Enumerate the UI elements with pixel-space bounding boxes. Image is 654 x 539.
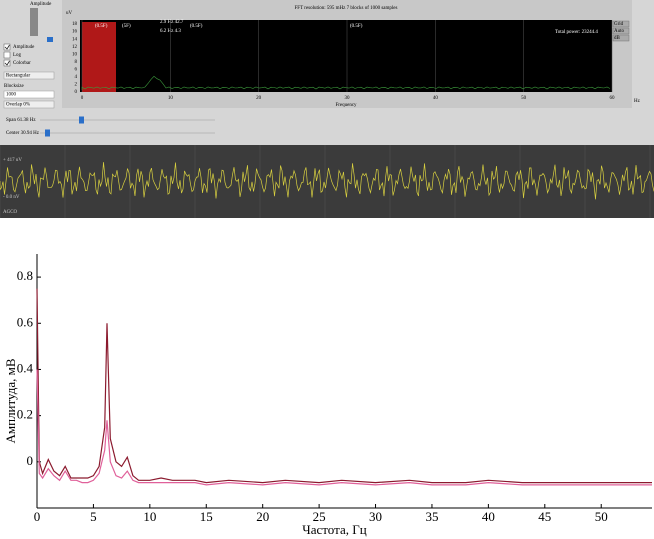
checkbox[interactable] <box>3 43 11 51</box>
x-tick-label: 20 <box>256 509 269 524</box>
eeg-channel: AGCO <box>3 210 18 215</box>
x-tick-label: 45 <box>538 509 551 524</box>
spectrum-x-tick: 40 <box>433 96 439 101</box>
spectrum-trace <box>81 75 611 90</box>
eeg-top-label: + 417 uV <box>3 158 22 163</box>
spectrum-button-label: Auto <box>614 29 625 34</box>
spectrum-x-tick: 30 <box>345 96 351 101</box>
checkbox[interactable] <box>3 51 11 59</box>
x-tick-label: 35 <box>425 509 438 524</box>
spectrum-unit: uV <box>66 11 73 16</box>
eeg-bottom-label: - 0.0 nV <box>3 195 20 200</box>
window-label: Rectangular <box>6 74 30 79</box>
spectrum-button[interactable] <box>612 20 630 28</box>
spectrum-x-unit: Hz <box>634 99 641 104</box>
slider-handle[interactable] <box>79 116 84 124</box>
ui: Amplitude Rectangular Blocksize 1000 Ove… <box>0 0 654 218</box>
spectrum-x-tick: 10 <box>168 96 174 101</box>
spectrum-marker: (0.5F) <box>190 24 203 29</box>
highlight-band <box>82 22 116 92</box>
y-tick-label: 0 <box>27 453 34 468</box>
blocksize-label: Blocksize <box>4 84 24 89</box>
spectrum-y-tick: 0 <box>75 90 78 95</box>
total-power: Total power: 23244.4 <box>555 30 598 35</box>
peak-label: 2.9 Hz 42.7 <box>160 20 184 25</box>
spectrum-button[interactable] <box>612 34 630 42</box>
spectrum-button[interactable] <box>612 27 630 35</box>
spectrum-y-tick: 14 <box>72 37 78 42</box>
blocksize-value: 1000 <box>6 93 17 98</box>
overlap-label: Overlap 0% <box>6 103 30 108</box>
slider-label: Center 30.94 Hz <box>6 131 40 136</box>
spectrum-header: FFT resolution: 595 mHz 7 blocks of 1000… <box>295 6 398 11</box>
spectrum-marker: (0.5F) <box>350 24 363 29</box>
checkbox-label: Amplitude <box>13 45 35 50</box>
x-tick-label: 15 <box>200 509 213 524</box>
spectrum-y-tick: 4 <box>75 75 78 80</box>
checkbox[interactable] <box>3 59 11 67</box>
spectrum-y-tick: 6 <box>75 67 78 72</box>
peak-label: 6.2 Hz 4.3 <box>160 29 181 34</box>
series-line <box>36 288 652 484</box>
x-tick-label: 30 <box>369 509 382 524</box>
spectrum-x-tick: 50 <box>521 96 527 101</box>
spectrum-x-tick: 20 <box>256 96 262 101</box>
spectrum-button-label: dB <box>614 36 621 41</box>
eeg-trace <box>0 162 654 200</box>
overlap-select[interactable] <box>3 100 55 109</box>
x-axis-label: Частота, Гц <box>302 522 366 537</box>
slider-handle[interactable] <box>45 129 50 137</box>
x-tick-label: 50 <box>595 509 608 524</box>
amplitude-slider-track <box>30 8 38 36</box>
spectrum-plot <box>80 20 612 92</box>
spectrum-y-tick: 10 <box>72 52 78 57</box>
x-tick-label: 25 <box>313 509 326 524</box>
checkmark <box>4 44 10 50</box>
spectrum-x-label: Frequency <box>335 103 357 108</box>
x-tick-label: 0 <box>34 509 41 524</box>
x-tick-label: 10 <box>143 509 156 524</box>
y-tick-label: 0.6 <box>17 314 34 329</box>
spectrum-x-tick: 60 <box>610 96 616 101</box>
checkbox-label: Colorbar <box>13 61 31 66</box>
chart: 0 0.2 0.4 0.6 0.8 0 5 10 15 20 25 30 35 40 45 50 Частота… <box>3 254 652 537</box>
blocksize-input[interactable] <box>3 90 55 99</box>
spectrum-y-tick: 18 <box>72 22 78 27</box>
spectrum-marker: (5F) <box>122 24 131 29</box>
spectrum-y-tick: 16 <box>72 30 78 35</box>
spectrum-marker: (0.5F) <box>95 24 108 29</box>
x-tick-label: 40 <box>482 509 495 524</box>
spectrum-y-tick: 8 <box>75 60 78 65</box>
y-tick-label: 0.4 <box>17 360 34 375</box>
y-tick-label: 0.8 <box>17 268 33 283</box>
eeg-strip <box>0 145 654 218</box>
series-line <box>36 369 652 486</box>
y-axis-label: Амплитуда, мВ <box>3 358 18 443</box>
y-tick-label: 0.2 <box>17 407 33 422</box>
checkbox-label: Log <box>13 53 22 58</box>
window-select[interactable] <box>3 71 55 80</box>
spectrum-y-tick: 2 <box>75 83 78 88</box>
x-tick-label: 5 <box>90 509 97 524</box>
spectrum-x-tick: 0 <box>81 96 84 101</box>
amplitude-slider-handle[interactable] <box>47 37 53 42</box>
spectrum-y-tick: 12 <box>72 45 78 50</box>
checkmark <box>4 60 10 66</box>
slider-label: Span 61.38 Hz <box>6 118 36 123</box>
spectrum-button-label: Grid <box>614 22 624 27</box>
panel-title: Amplitude <box>30 2 52 7</box>
